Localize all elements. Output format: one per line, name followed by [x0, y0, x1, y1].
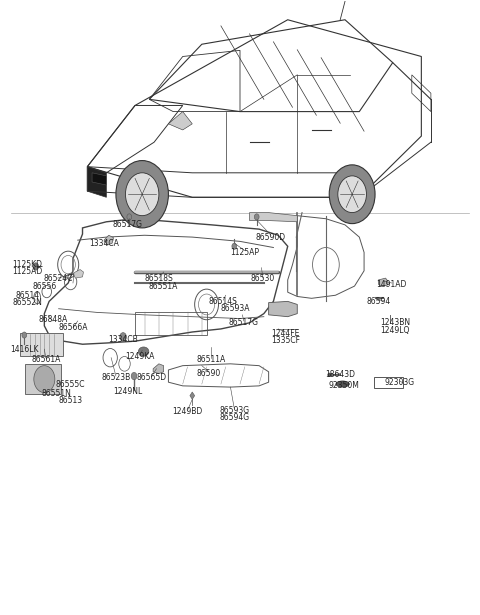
Circle shape — [254, 214, 259, 220]
Text: 86556: 86556 — [32, 282, 57, 290]
Text: 86593G: 86593G — [219, 406, 249, 415]
Bar — [373, 377, 403, 388]
Text: 86514: 86514 — [15, 291, 40, 300]
Circle shape — [116, 161, 168, 228]
Text: 86566A: 86566A — [58, 323, 88, 331]
Text: 1491AD: 1491AD — [377, 280, 407, 288]
Text: 86551A: 86551A — [148, 282, 178, 290]
Text: 1249BD: 1249BD — [172, 407, 203, 416]
Ellipse shape — [336, 381, 349, 387]
Circle shape — [34, 366, 55, 392]
Polygon shape — [92, 173, 107, 185]
Text: 86523B: 86523B — [101, 373, 131, 383]
Text: 1249NL: 1249NL — [113, 387, 143, 397]
Circle shape — [232, 243, 237, 249]
Polygon shape — [153, 364, 164, 374]
Text: 86511A: 86511A — [197, 355, 226, 364]
Polygon shape — [104, 236, 114, 245]
Polygon shape — [378, 278, 388, 287]
Text: 1125KD: 1125KD — [12, 260, 43, 269]
Text: 1244FE: 1244FE — [271, 328, 300, 338]
Text: 1335CF: 1335CF — [271, 336, 300, 345]
Circle shape — [127, 214, 132, 220]
Text: 1249LQ: 1249LQ — [381, 326, 410, 335]
Text: 1243BN: 1243BN — [380, 319, 410, 327]
Text: 86513: 86513 — [59, 396, 83, 405]
Text: 18643D: 18643D — [325, 370, 355, 379]
Text: 1125AP: 1125AP — [230, 248, 259, 257]
Text: 86517G: 86517G — [113, 220, 143, 229]
Polygon shape — [250, 213, 297, 222]
Circle shape — [22, 332, 27, 338]
Circle shape — [131, 373, 137, 379]
Text: 86524C: 86524C — [43, 274, 72, 283]
Polygon shape — [168, 111, 192, 130]
Text: 86590D: 86590D — [256, 232, 286, 242]
Text: 86552N: 86552N — [12, 298, 43, 307]
Text: 1334CB: 1334CB — [108, 335, 138, 344]
Text: 92303G: 92303G — [385, 378, 415, 387]
Ellipse shape — [327, 373, 332, 377]
Bar — [25, 364, 61, 394]
Text: 86594: 86594 — [366, 297, 391, 306]
Circle shape — [33, 263, 38, 270]
Circle shape — [125, 173, 159, 216]
Circle shape — [120, 333, 126, 341]
Text: 1416LK: 1416LK — [10, 344, 38, 354]
Bar — [135, 312, 206, 335]
Circle shape — [329, 165, 375, 224]
Polygon shape — [269, 301, 297, 317]
Polygon shape — [87, 167, 107, 197]
Polygon shape — [73, 269, 84, 278]
Text: 92350M: 92350M — [329, 381, 360, 391]
Text: 1125AD: 1125AD — [12, 268, 43, 277]
Text: 86530: 86530 — [251, 274, 275, 283]
Text: 1249KA: 1249KA — [125, 352, 155, 361]
Bar — [21, 333, 63, 357]
Text: 86551N: 86551N — [41, 389, 71, 398]
Text: 86561A: 86561A — [31, 355, 60, 364]
Text: 86518S: 86518S — [144, 274, 173, 283]
Text: 86848A: 86848A — [38, 315, 68, 324]
Ellipse shape — [138, 347, 149, 356]
Text: 86590: 86590 — [197, 368, 221, 378]
Polygon shape — [190, 392, 195, 399]
Text: 86593A: 86593A — [220, 304, 250, 313]
Text: 86514S: 86514S — [209, 297, 238, 306]
Text: 86594G: 86594G — [219, 413, 249, 423]
Circle shape — [338, 176, 366, 213]
Text: 1334CA: 1334CA — [89, 239, 119, 248]
Text: 86555C: 86555C — [56, 379, 85, 389]
Text: 86517G: 86517G — [229, 319, 259, 327]
Text: 86565D: 86565D — [137, 373, 167, 383]
